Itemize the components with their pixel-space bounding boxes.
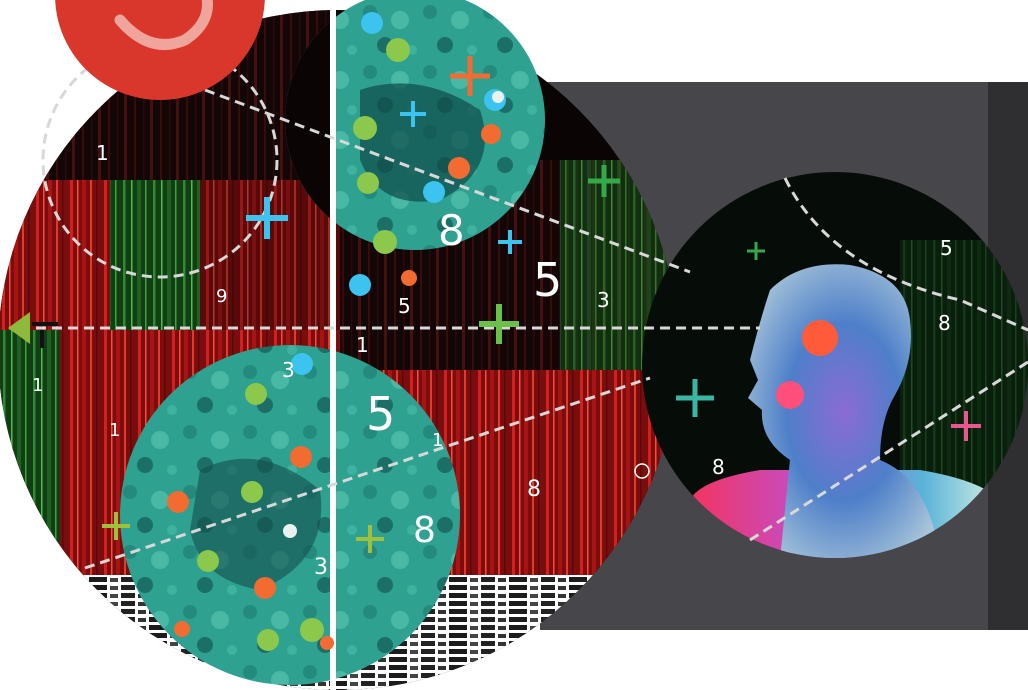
number-label: 9 (216, 286, 227, 307)
number-label: 8 (413, 510, 436, 551)
number-label: 5 (398, 294, 411, 318)
number-label: 5 (940, 236, 953, 260)
divider-line (330, 0, 336, 690)
number-label: 8 (938, 311, 951, 335)
number-label: 8 (527, 477, 541, 502)
number-label: 5 (533, 253, 562, 307)
number-label: 8 (712, 455, 725, 479)
number-label: 1 (432, 430, 443, 451)
target-badge-icon (55, 0, 265, 100)
number-label: 1 (356, 333, 369, 357)
ring-marker-icon (634, 463, 650, 479)
number-label: 3 (282, 358, 295, 382)
number-label: 1 (32, 375, 43, 396)
number-label: 5 (366, 387, 395, 441)
human-head-icon (748, 264, 940, 558)
head-circle (642, 172, 1028, 558)
number-label: 3 (314, 555, 328, 580)
number-labels: 1 9 8 5 5 3 1 3 1 1 5 1 8 8 3 5 8 8 (32, 141, 953, 580)
plus-marker-icon (102, 56, 981, 553)
dashed-lines (20, 41, 1028, 570)
number-label: 3 (597, 288, 610, 312)
data-dots (167, 12, 506, 651)
left-arrow-icon (8, 312, 58, 348)
number-label: 1 (96, 141, 109, 165)
number-label: 8 (438, 206, 465, 255)
number-label: 1 (109, 420, 120, 441)
